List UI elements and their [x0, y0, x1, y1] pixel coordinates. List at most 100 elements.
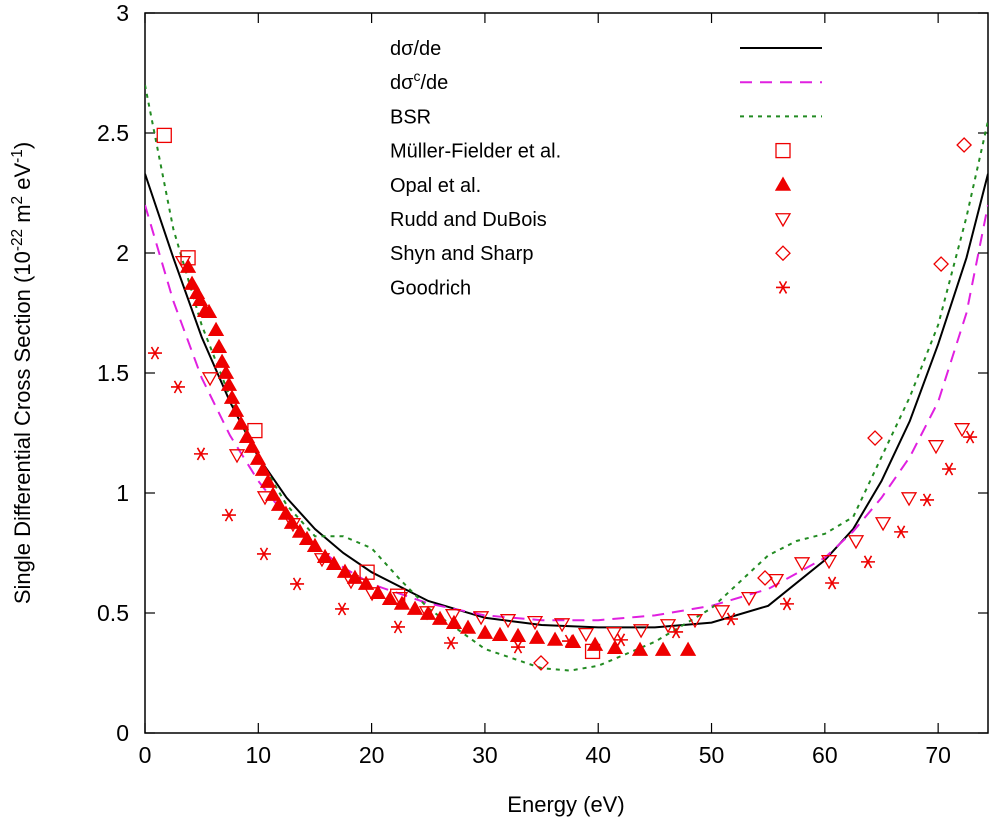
point: [223, 389, 241, 404]
y-tick-label: 1.5: [97, 360, 129, 386]
text-part: m: [10, 204, 35, 228]
point: [533, 655, 549, 671]
x-tick-label: 20: [359, 742, 385, 768]
curve: [145, 204, 988, 622]
y-axis-label: Single Differential Cross Section (10-22…: [9, 142, 36, 604]
legend-label: Opal et al.: [390, 175, 481, 197]
point: [874, 517, 892, 532]
point: [444, 609, 462, 624]
legend-label: Müller-Fielder et al.: [390, 141, 561, 163]
point: [459, 619, 477, 634]
point: [526, 615, 544, 631]
x-axis-label: Energy (eV): [507, 792, 624, 817]
point: [679, 641, 697, 656]
point: [586, 636, 604, 651]
point: [342, 575, 360, 590]
text-part: dσ: [390, 72, 414, 94]
point: [431, 610, 449, 625]
point: [316, 548, 334, 563]
point: [511, 640, 526, 654]
point: [847, 535, 865, 550]
point: [472, 611, 490, 626]
superscript: -22: [9, 229, 26, 251]
point: [767, 573, 785, 589]
point: [740, 591, 758, 607]
x-tick-label: 30: [472, 742, 498, 768]
point: [381, 590, 399, 605]
legend-label: dσ/de: [390, 38, 441, 60]
point: [290, 577, 305, 591]
point: [306, 537, 324, 552]
point: [632, 624, 650, 639]
point: [894, 525, 909, 539]
point: [491, 626, 509, 641]
y-tick-label: 3: [116, 0, 129, 26]
point: [243, 438, 261, 453]
point: [686, 614, 704, 629]
point: [577, 627, 595, 643]
point: [900, 492, 918, 507]
point: [553, 618, 571, 633]
point: [298, 530, 316, 545]
point: [174, 255, 192, 271]
x-tick-label: 40: [585, 742, 611, 768]
point: [933, 256, 950, 272]
x-tick-label: 0: [139, 742, 152, 768]
point: [254, 461, 272, 476]
point: [659, 619, 677, 634]
point: [270, 496, 288, 511]
point: [825, 576, 840, 590]
point: [213, 353, 231, 368]
text-part: Single Differential Cross Section (10: [10, 251, 35, 604]
superscript: 2: [9, 196, 26, 205]
y-tick-label: 2.5: [97, 120, 129, 146]
y-tick-label: 0: [116, 720, 129, 746]
point: [779, 597, 794, 611]
point: [156, 127, 172, 144]
text-part: ): [10, 142, 35, 149]
point: [207, 321, 225, 336]
legend-label: Goodrich: [390, 277, 471, 299]
point: [228, 449, 246, 464]
point: [631, 641, 649, 656]
point: [391, 620, 406, 634]
point: [249, 450, 267, 465]
point: [183, 275, 201, 290]
point: [963, 430, 978, 444]
legend-label: Rudd and DuBois: [390, 209, 547, 231]
point: [724, 612, 739, 626]
curve: [145, 173, 988, 629]
point: [528, 629, 546, 644]
point: [363, 587, 381, 602]
point: [561, 634, 576, 648]
y-tick-label: 2: [116, 240, 129, 266]
legend-marker: [774, 213, 792, 228]
point: [284, 518, 302, 533]
point: [444, 636, 459, 650]
y-tick-label: 0.5: [97, 600, 129, 626]
legend-marker: [775, 245, 791, 262]
point: [867, 430, 883, 446]
point: [256, 491, 274, 506]
point: [861, 555, 876, 569]
point: [227, 402, 245, 417]
point: [820, 555, 838, 570]
curve: [145, 84, 988, 672]
point: [956, 137, 973, 153]
point: [191, 291, 209, 306]
point: [221, 508, 236, 522]
point: [546, 631, 564, 646]
point: [654, 641, 672, 656]
point: [200, 303, 218, 318]
point: [669, 625, 684, 639]
x-tick-label: 70: [925, 742, 951, 768]
point: [942, 462, 957, 476]
point: [606, 639, 624, 654]
superscript: -1: [9, 149, 26, 163]
point: [232, 415, 250, 430]
point: [920, 493, 935, 507]
point: [325, 555, 343, 570]
point: [476, 624, 494, 639]
point: [953, 423, 971, 438]
